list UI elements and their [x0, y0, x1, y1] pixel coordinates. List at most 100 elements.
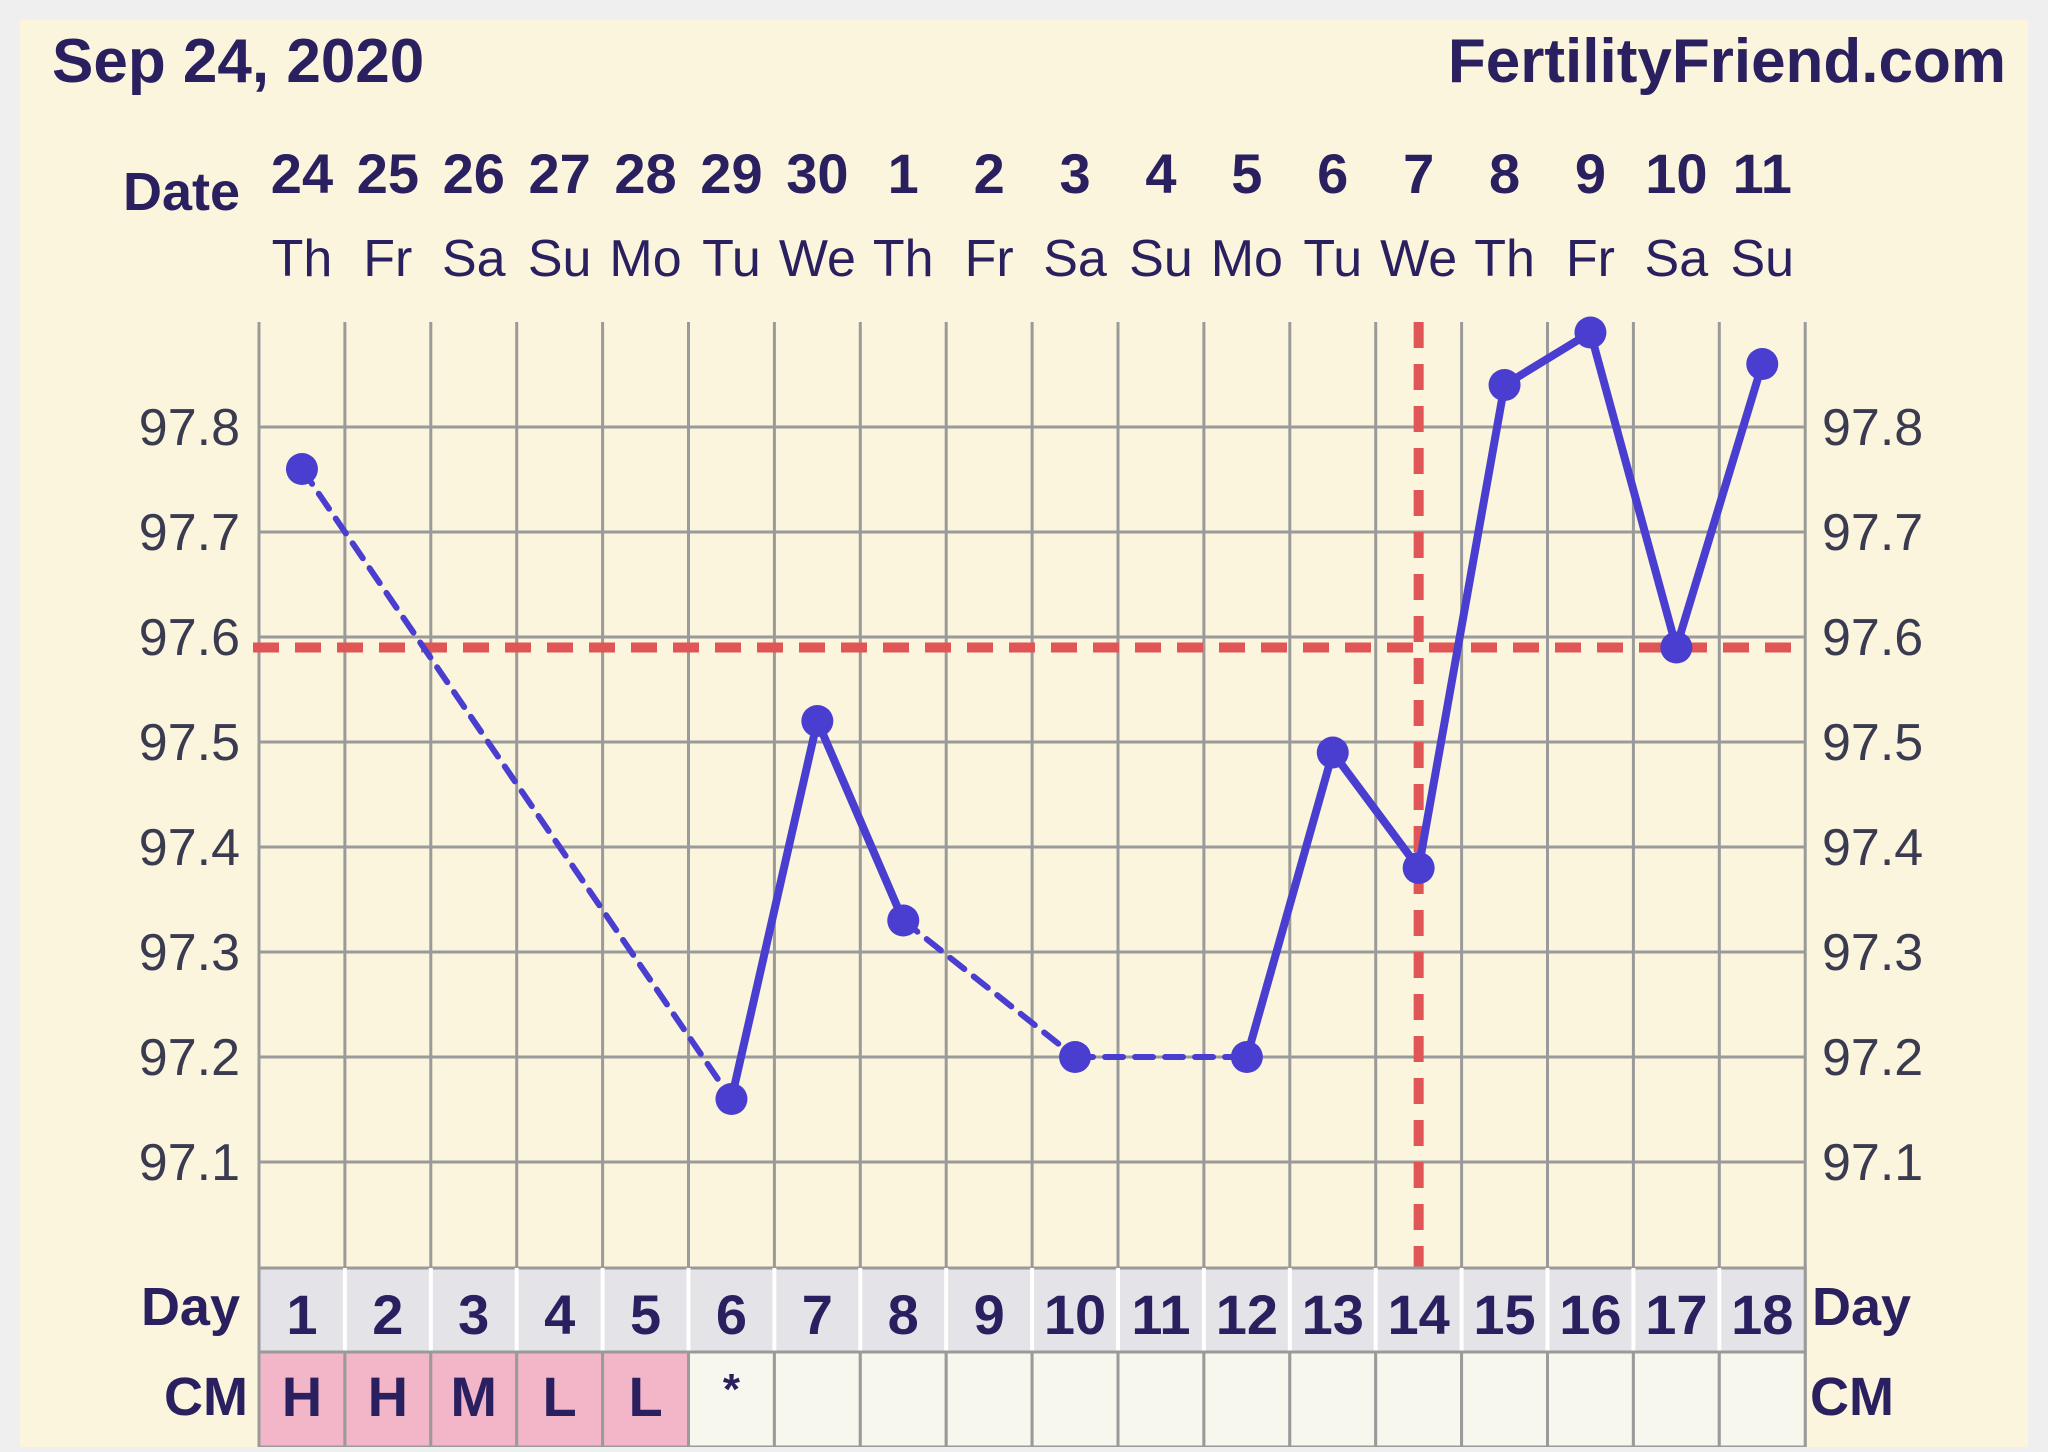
temp-segment [1672, 360, 1767, 652]
date-label: 4 [1145, 142, 1176, 205]
weekday-label: Mo [1211, 230, 1283, 288]
cycle-day-label: 10 [1044, 1283, 1106, 1346]
weekday-label: Fr [1566, 230, 1615, 288]
y-tick-label-right: 97.5 [1822, 714, 1923, 772]
temp-segment [1500, 328, 1595, 389]
date-label: 29 [700, 142, 762, 205]
date-label: 3 [1059, 142, 1090, 205]
weekday-label: Tu [702, 230, 761, 288]
cm-cell [1460, 1350, 1549, 1449]
temperature-point [887, 904, 920, 937]
date-label: 10 [1645, 142, 1707, 205]
cm-cell [772, 1350, 862, 1449]
temperature-point [1488, 369, 1521, 401]
cm-cell [1717, 1350, 1807, 1449]
date-label: 30 [786, 142, 848, 205]
temp-segment-dashed [900, 917, 1079, 1060]
chart-date-title: Sep 24, 2020 [52, 27, 424, 96]
y-tick-label-left: 97.1 [139, 1134, 240, 1192]
cm-cell [1631, 1350, 1721, 1449]
cm-cell [944, 1350, 1034, 1449]
cm-value: M [450, 1365, 497, 1428]
cm-row-label-left: CM [164, 1367, 248, 1427]
weekday-label: Th [272, 230, 333, 288]
cm-cell [1288, 1350, 1378, 1449]
cycle-day-label: 8 [888, 1283, 919, 1346]
weekday-label: Su [1129, 230, 1193, 288]
temperature-points [285, 316, 1779, 1115]
cm-row-label-right: CM [1810, 1367, 1894, 1427]
temp-segment [1586, 328, 1681, 652]
y-axis-left: 97.8 97.7 97.6 97.5 97.4 97.3 97.2 97.1 [139, 399, 240, 1192]
weekday-label: Mo [609, 230, 681, 288]
cycle-day-label: 5 [630, 1283, 661, 1346]
cycle-day-label: 4 [544, 1283, 575, 1346]
cm-value: L [543, 1365, 577, 1428]
date-label: 27 [529, 142, 591, 205]
cycle-day-row: 1 2 3 4 5 6 7 8 9 10 11 12 13 14 15 16 17 18 [257, 1266, 1807, 1354]
date-label: 11 [1733, 142, 1792, 205]
date-row: 24 25 26 27 28 29 30 1 2 3 4 5 6 7 8 9 10 11 [271, 142, 1792, 205]
weekday-label: Sa [1645, 230, 1709, 288]
cycle-day-label: 7 [802, 1283, 833, 1346]
y-tick-label-left: 97.3 [139, 924, 240, 982]
weekday-label: Sa [1043, 230, 1107, 288]
temperature-point [1574, 316, 1607, 349]
weekday-label: Th [1474, 230, 1535, 288]
coverline-group [253, 322, 1806, 1268]
cm-cell [1030, 1350, 1120, 1449]
y-tick-label-left: 97.6 [139, 609, 240, 667]
y-tick-label-right: 97.6 [1822, 609, 1923, 667]
temperature-point [1746, 348, 1779, 380]
cm-cell [601, 1350, 690, 1449]
temperature-line [298, 328, 1767, 1103]
cycle-day-label: 17 [1645, 1283, 1707, 1346]
date-label: 2 [974, 142, 1005, 205]
cm-value: * [723, 1365, 741, 1414]
date-label: 28 [614, 142, 676, 205]
weekday-label: We [1380, 230, 1457, 288]
chart-panel-background [20, 20, 2028, 1447]
weekday-label: Su [1730, 230, 1794, 288]
temperature-point [285, 453, 318, 485]
y-tick-label-left: 97.2 [139, 1029, 240, 1087]
temperature-point [1402, 852, 1435, 884]
y-tick-label-right: 97.7 [1822, 504, 1923, 562]
date-label: 25 [357, 142, 419, 205]
cycle-day-label: 6 [716, 1283, 747, 1346]
temperature-point [801, 705, 834, 737]
y-tick-label-right: 97.2 [1822, 1029, 1923, 1087]
cycle-day-label: 15 [1473, 1283, 1535, 1346]
temperature-point [1660, 631, 1693, 664]
date-label: 7 [1403, 142, 1434, 205]
y-tick-label-left: 97.4 [139, 819, 240, 877]
date-row-label: Date [123, 162, 240, 222]
y-tick-label-left: 97.8 [139, 399, 240, 457]
date-label: 6 [1317, 142, 1348, 205]
y-tick-label-right: 97.3 [1822, 924, 1923, 982]
weekday-label: Th [873, 230, 934, 288]
weekday-label: Su [528, 230, 592, 288]
cycle-day-label: 1 [286, 1283, 317, 1346]
cycle-day-label: 16 [1559, 1283, 1621, 1346]
y-tick-label-left: 97.5 [139, 714, 240, 772]
temperature-point [1230, 1041, 1263, 1073]
date-label: 5 [1231, 142, 1262, 205]
temp-segment [813, 717, 908, 925]
cm-cell [1202, 1350, 1292, 1449]
weekday-label: Tu [1303, 230, 1362, 288]
cervical-mucus-row: H H M L L * [257, 1350, 1807, 1449]
date-label: 26 [443, 142, 505, 205]
cycle-day-label: 3 [458, 1283, 489, 1346]
temp-segment [1328, 748, 1423, 872]
cycle-day-label: 12 [1216, 1283, 1278, 1346]
y-tick-label-right: 97.1 [1822, 1134, 1923, 1192]
cm-cell [429, 1350, 519, 1449]
cycle-day-label: 9 [974, 1283, 1005, 1346]
cm-cell [515, 1350, 605, 1449]
day-row-label-left: Day [141, 1277, 240, 1337]
cm-cell [1546, 1350, 1635, 1449]
site-name: FertilityFriend.com [1448, 27, 2006, 96]
cycle-day-label: 2 [372, 1283, 403, 1346]
